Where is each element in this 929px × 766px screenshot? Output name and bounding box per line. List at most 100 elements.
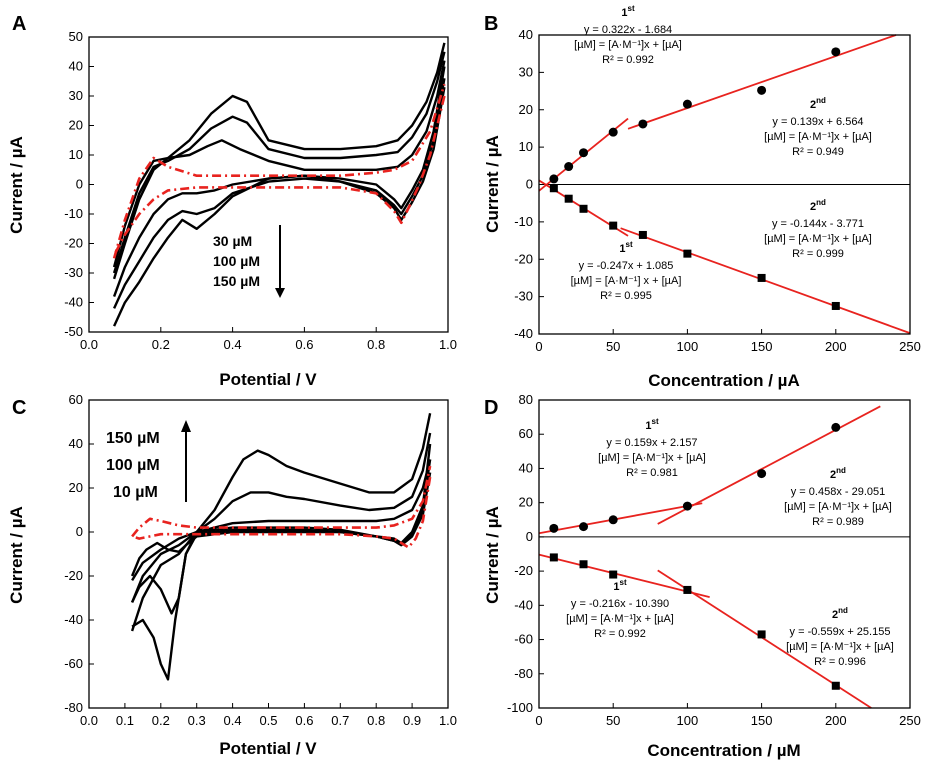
anodic-point (831, 422, 841, 432)
anodic-point (608, 515, 618, 525)
panel-d-ylabel: Current / µA (483, 506, 502, 604)
y-tick-label: -20 (64, 236, 83, 251)
fit-order-number: 1 (613, 581, 619, 593)
panel-b-ylabel: Current / µA (483, 135, 502, 233)
panel-a-ylabel: Current / µA (7, 136, 26, 234)
fit-equation: y = 0.458x - 29.051 (791, 486, 885, 498)
fit-order-number: 2 (810, 99, 816, 111)
x-tick-label: 0.0 (80, 337, 98, 352)
cv-trace-2 (130, 432, 432, 603)
y-tick-label: 0 (526, 529, 533, 544)
y-tick-label: 30 (519, 64, 533, 79)
anodic-point (638, 119, 648, 129)
x-tick-label: 0.2 (152, 713, 170, 728)
fit-units: [µM] = [A·M⁻¹] x + [µA] (571, 275, 682, 287)
panel-a-conc-label-2: 100 µM (213, 253, 260, 269)
y-tick-label: -40 (514, 326, 533, 341)
y-tick-label: -30 (64, 265, 83, 280)
y-tick-label: 0 (76, 524, 83, 539)
panel-b-label: B (484, 13, 498, 35)
blank-cv-trace-6 (112, 83, 446, 259)
y-tick-label: 60 (519, 426, 533, 441)
panel-a-label: A (12, 13, 26, 35)
x-tick-label: 100 (677, 339, 699, 354)
fit-order-suffix: st (626, 240, 633, 249)
y-tick-label: -20 (514, 251, 533, 266)
blank-cv-trace-7 (112, 95, 446, 256)
anodic-point (682, 99, 692, 109)
anodic-point (608, 127, 618, 137)
y-tick-label: -60 (64, 656, 83, 671)
panel-c-ylabel: Current / µA (7, 506, 26, 604)
y-tick-label: -50 (64, 324, 83, 339)
y-tick-label: -100 (507, 700, 533, 715)
y-tick-label: -40 (514, 597, 533, 612)
fit-r2: R² = 0.995 (600, 290, 652, 302)
x-tick-label: 0.6 (295, 713, 313, 728)
fit-line-0 (538, 502, 703, 535)
cathodic-point (831, 301, 840, 310)
cathodic-point (579, 560, 588, 569)
fit-r2: R² = 0.989 (812, 516, 864, 528)
x-tick-label: 0.8 (367, 337, 385, 352)
y-tick-label: 50 (69, 29, 83, 44)
panel-c-conc-label-1: 150 µM (106, 430, 160, 447)
fit-equation: y = -0.216x - 10.390 (571, 598, 669, 610)
y-tick-label: -10 (514, 214, 533, 229)
fit-equation: y = 0.139x + 6.564 (772, 116, 863, 128)
fit-units: [µM] = [A·M⁻¹]x + [µA] (784, 501, 892, 513)
panel-d-label: D (484, 397, 498, 419)
panel-b-xlabel: Concentration / µA (648, 371, 799, 390)
fit-units: [µM] = [A·M⁻¹]x + [µA] (786, 641, 894, 653)
panel-a-conc-label-1: 30 µM (213, 233, 252, 249)
fit-equation: y = -0.559x + 25.155 (790, 626, 891, 638)
fit-units: [µM] = [A·M⁻¹]x + [µA] (598, 452, 706, 464)
y-tick-label: -60 (514, 632, 533, 647)
fit-order-label: 1st (645, 417, 659, 432)
x-tick-label: 150 (751, 339, 773, 354)
x-tick-label: 1.0 (439, 713, 457, 728)
fit-order-number: 1 (645, 420, 651, 432)
fit-r2: R² = 0.949 (792, 146, 844, 158)
x-tick-label: 250 (899, 339, 921, 354)
fit-equation: y = -0.247x + 1.085 (579, 260, 674, 272)
cathodic-point (609, 221, 618, 230)
y-tick-label: 80 (519, 392, 533, 407)
cv-trace-0 (112, 42, 446, 280)
anodic-point (549, 174, 559, 184)
fit-order-label: 1st (621, 4, 635, 19)
anodic-point (564, 162, 574, 172)
fit-order-suffix: st (652, 417, 659, 426)
y-tick-label: -10 (64, 206, 83, 221)
fit-order-label: 2nd (832, 606, 848, 621)
anodic-point (549, 523, 559, 533)
panel-a: A 0.0 0.2 0.4 0.6 0.8 1.0 -50 -40 -30 -20 -10 0 10 2… (7, 13, 457, 389)
y-tick-label: -40 (64, 295, 83, 310)
x-tick-label: 0.4 (224, 713, 242, 728)
fit-order-label: 2nd (810, 198, 826, 213)
panel-d-frame (538, 399, 911, 709)
y-tick-label: 40 (69, 436, 83, 451)
panel-a-xlabel: Potential / V (219, 370, 317, 389)
panel-d-xlabel: Concentration / µM (647, 741, 800, 760)
fit-order-suffix: nd (816, 96, 826, 105)
y-tick-label: 60 (69, 392, 83, 407)
x-tick-label: 200 (825, 713, 847, 728)
fit-r2: R² = 0.996 (814, 656, 866, 668)
x-tick-label: 0.5 (259, 713, 277, 728)
cathodic-point (549, 184, 558, 193)
fit-r2: R² = 0.992 (602, 54, 654, 66)
panel-c-xlabel: Potential / V (219, 739, 317, 758)
x-tick-label: 0.8 (367, 713, 385, 728)
x-tick-label: 50 (606, 339, 620, 354)
fit-units: [µM] = [A·M⁻¹]x + [µA] (764, 233, 872, 245)
panel-a-arrow-head (275, 288, 285, 298)
fit-equation: y = 0.159x + 2.157 (606, 437, 697, 449)
x-tick-label: 1.0 (439, 337, 457, 352)
fit-order-number: 2 (810, 201, 816, 213)
fit-line-1 (627, 34, 897, 130)
fit-order-suffix: st (628, 4, 635, 13)
y-tick-label: 0 (526, 177, 533, 192)
